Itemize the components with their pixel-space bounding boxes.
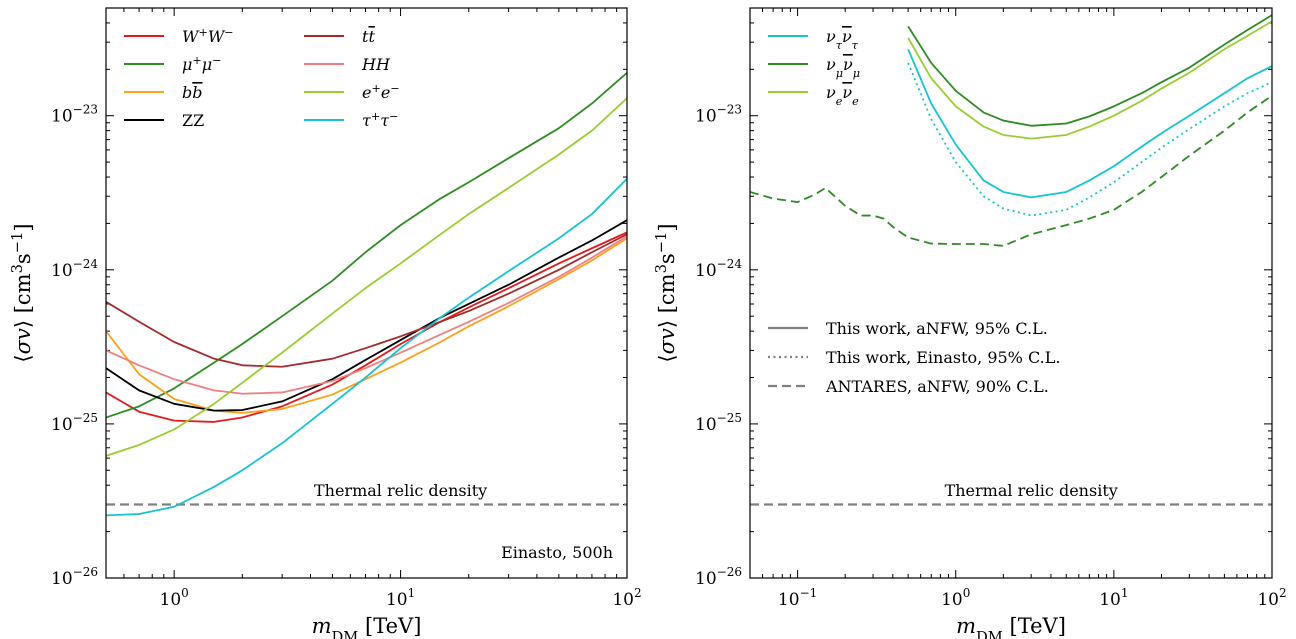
legend-label-_-_: ντντ: [826, 27, 859, 52]
series-line-_-_-einasto: [907, 62, 1272, 217]
style-legend-label: This work, aNFW, 95% C.L.: [826, 319, 1048, 338]
series-line-e-e: [106, 97, 627, 457]
legend-label-_-_: νμνμ: [826, 55, 860, 80]
x-axis-label: mDM [TeV]: [956, 614, 1066, 639]
series-line-w-w: [106, 231, 627, 423]
series-line-series: [106, 72, 627, 419]
y-tick-label: 10−23: [51, 103, 98, 127]
y-tick-label: 10−25: [695, 411, 742, 435]
y-tick-label: 10−24: [695, 257, 742, 281]
legend-label-_e-_e: νeνe: [826, 83, 859, 108]
left-plot-frame: [105, 7, 628, 579]
legend-label-w-w: W+W−: [182, 26, 234, 47]
legend-label-e-e: e+e−: [362, 82, 400, 103]
legend-label-series: τ+τ−: [362, 110, 398, 131]
series-line-_e-_e: [907, 20, 1272, 140]
legend-label-hh: HH: [361, 55, 391, 74]
legend-label-zz: ZZ: [182, 111, 204, 130]
legend-label-series: μ+μ−: [182, 54, 222, 75]
style-legend: This work, aNFW, 95% C.L. This work, Eina…: [768, 319, 1060, 396]
panel-left-einasto: 100 101 102 10−26 10−25 10−24 10−23 mDM [TeV] ⟨σ…: [9, 7, 642, 639]
left-curves: [106, 72, 627, 517]
x-tick-label: 102: [1257, 586, 1286, 610]
panel-right-neutrino: 10−1 100 101 102 10−26 10−25 10−24 10−23 mDM [Te…: [653, 7, 1287, 639]
right-legend: ντντ νμνμ νeνe: [768, 27, 860, 108]
style-legend-label: ANTARES, aNFW, 90% C.L.: [825, 377, 1049, 396]
y-tick-label: 10−26: [695, 565, 742, 589]
y-axis-label: ⟨σv⟩ [cm3s−1]: [653, 223, 680, 362]
right-plot-frame: [749, 7, 1273, 579]
left-ticks: [105, 7, 628, 579]
y-tick-label: 10−25: [51, 411, 98, 435]
series-line-antares-anfw: [750, 94, 1272, 247]
x-tick-label: 101: [1099, 586, 1128, 610]
x-tick-label: 102: [612, 586, 641, 610]
annotation-einasto-500h: Einasto, 500h: [501, 543, 613, 562]
y-tick-label: 10−26: [51, 565, 98, 589]
x-tick-label: 100: [160, 586, 189, 610]
y-tick-label: 10−23: [695, 103, 742, 127]
series-line-_-_: [907, 14, 1272, 127]
series-line-hh: [106, 235, 627, 395]
y-axis-label: ⟨σv⟩ [cm3s−1]: [9, 223, 36, 362]
series-line-series: [106, 178, 627, 517]
y-tick-label: 10−24: [51, 257, 98, 281]
series-line-zz: [106, 219, 627, 412]
annotation-thermal-relic-density: Thermal relic density: [945, 481, 1118, 500]
right-curves: [750, 14, 1272, 247]
series-line-_-_: [907, 48, 1272, 199]
x-axis-label: mDM [TeV]: [312, 614, 422, 639]
style-legend-label: This work, Einasto, 95% C.L.: [826, 348, 1060, 367]
x-tick-label: 101: [386, 586, 415, 610]
series-line-tt: [106, 233, 627, 368]
legend-label-tt: tt: [362, 27, 375, 46]
x-tick-label: 10−1: [778, 586, 817, 610]
left-legend: W+W− μ+μ− bb ZZ tt HH e+e− τ+τ−: [124, 26, 400, 131]
series-line-bb: [106, 237, 627, 414]
annotation-thermal-relic-density: Thermal relic density: [314, 481, 487, 500]
legend-label-bb: bb: [182, 83, 203, 102]
x-tick-label: 100: [941, 586, 970, 610]
